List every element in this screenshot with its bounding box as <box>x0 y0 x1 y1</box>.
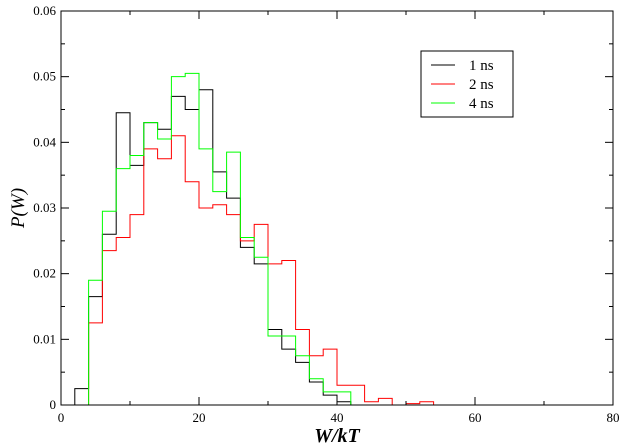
series-line-3 <box>74 72 365 406</box>
x-tick-label: 20 <box>193 410 206 425</box>
plot-layer <box>74 72 448 406</box>
x-tick-label: 0 <box>58 410 65 425</box>
y-tick-label: 0.06 <box>33 3 56 18</box>
legend-label-1: 1 ns <box>469 58 494 74</box>
labels-layer: 0 20 40 60 80 0 0.01 0.02 0.03 0.04 0.05 0.06 W/kT P(… <box>8 3 620 447</box>
legend: 1 ns 2 ns 4 ns <box>420 50 514 118</box>
x-axis-title: W/kT <box>314 425 360 447</box>
series-line-2 <box>74 135 448 406</box>
y-tick-label: 0.01 <box>33 331 56 346</box>
x-tick-label: 80 <box>607 410 620 425</box>
series-line-1 <box>74 89 365 406</box>
y-tick-label: 0.04 <box>33 134 56 149</box>
y-axis-title: P(W) <box>8 188 29 229</box>
y-tick-label: 0.05 <box>33 69 56 84</box>
x-tick-label: 60 <box>469 410 482 425</box>
legend-label-2: 2 ns <box>469 77 494 93</box>
axes-layer <box>60 10 614 406</box>
y-tick-label: 0 <box>50 397 57 412</box>
x-tick-label: 40 <box>331 410 344 425</box>
legend-label-3: 4 ns <box>469 96 494 112</box>
y-tick-label: 0.02 <box>33 266 56 281</box>
y-tick-label: 0.03 <box>33 200 56 215</box>
